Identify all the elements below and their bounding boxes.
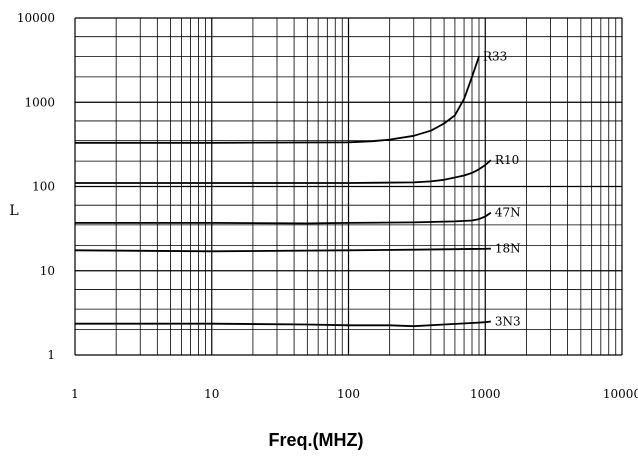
- y-axis-title: L: [9, 203, 18, 219]
- series-line-r33: [75, 56, 480, 144]
- y-tick-label: 100: [32, 180, 55, 194]
- series-label-r10: R10: [495, 153, 519, 167]
- y-tick-label: 10: [40, 264, 55, 278]
- grid-lines: [74, 17, 623, 356]
- series-label-18n: 18N: [495, 242, 521, 256]
- x-tick-label: 10: [204, 387, 219, 401]
- x-tick-label: 10000: [603, 387, 638, 401]
- series-label-47n: 47N: [495, 206, 521, 220]
- series-line-18n: [74, 247, 491, 253]
- y-tick-label: 10000: [17, 11, 55, 25]
- series-line-r10: [75, 159, 492, 184]
- series-lines: [74, 56, 492, 328]
- series-line-47n: [75, 211, 492, 225]
- x-tick-label: 1000: [470, 387, 501, 401]
- x-tick-label: 100: [337, 387, 360, 401]
- y-tick-label: 1: [47, 348, 55, 362]
- series-label-r33: R33: [483, 49, 507, 63]
- x-axis-title: Freq.(MHZ): [269, 430, 364, 450]
- series-line-3n3: [75, 320, 492, 328]
- tick-and-series-labels: R33 R10 47N 18N 3N3 1 10 100 1000 10000 1 10 100 1000…: [17, 11, 638, 401]
- x-tick-label: 1: [71, 387, 79, 401]
- y-tick-label: 1000: [24, 95, 55, 109]
- series-label-3n3: 3N3: [495, 314, 521, 328]
